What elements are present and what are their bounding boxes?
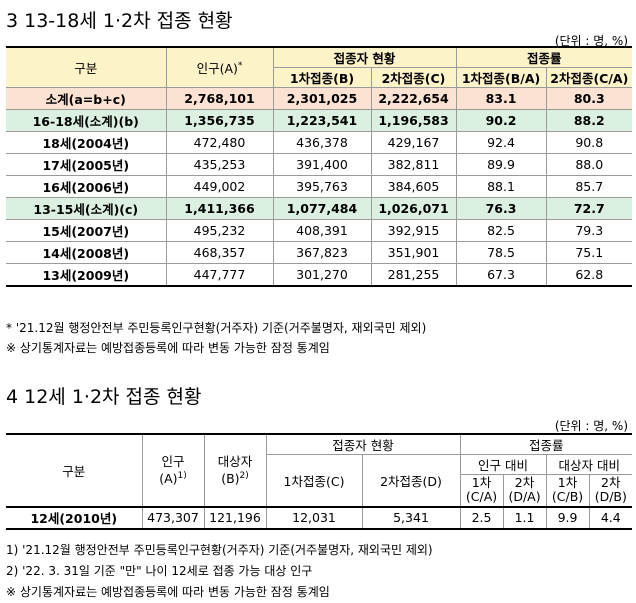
header-vs-population: 인구 대비: [459, 454, 547, 475]
header-t1: 1차 (C/B): [545, 474, 590, 507]
section3-table: 구분 인구(A)* 접종자 현황 접종률 1차접종(B) 2차접종(C) 1차접…: [6, 46, 633, 287]
header-p2: 2차 (D/A): [502, 474, 547, 507]
header-category: 구분: [6, 433, 143, 507]
section4-table: 구분 인구 (A)1) 대상자 (B)2) 접종자 현황 접종률 1차접종(C) 2…: [6, 433, 633, 530]
section3-note-1: * '21.12월 행정안전부 주민등록인구현황(거주자) 기준(거주불명자, …: [6, 321, 427, 335]
header-dose2: 2차접종(D): [361, 454, 461, 507]
table-row: 12세(2010년) 473,307 121,196 12,031 5,341 …: [6, 506, 633, 529]
table-row: 18세(2004년) 472,480 436,378 429,167 92.4 90.8: [6, 131, 633, 154]
header-t2: 2차 (D/B): [588, 474, 633, 507]
table-row: 15세(2007년) 495,232 408,391 392,915 82.5 79.3: [6, 219, 633, 242]
section3-note-2: ※ 상기통계자료는 예방접종등록에 따라 변동 가능한 잠정 통계임: [6, 341, 330, 355]
header-vs-target: 대상자 대비: [545, 454, 633, 475]
header-vaccinated: 접종자 현황: [265, 433, 461, 455]
header-target: 대상자 (B)2): [203, 433, 267, 507]
header-population: 인구(A)*: [165, 46, 274, 88]
section4-note-1: 1) '21.12월 행정안전부 주민등록인구현황(거주자) 기준(거주불명자,…: [6, 543, 433, 557]
header-rate: 접종률: [459, 433, 633, 455]
section3-unit: (단위 : 명, %): [554, 34, 628, 48]
table-row: 14세(2008년) 468,357 367,823 351,901 78.5 75.1: [6, 241, 633, 264]
table-row: 17세(2005년) 435,253 391,400 382,811 89.9 88.0: [6, 153, 633, 176]
header-category: 구분: [6, 46, 167, 88]
header-rate2: 2차접종(C/A): [545, 67, 633, 88]
table-row: 13-15세(소계)(c) 1,411,366 1,077,484 1,026,071…: [6, 197, 633, 220]
header-dose1: 1차접종(B): [273, 67, 372, 88]
header-dose1: 1차접종(C): [266, 454, 363, 507]
section4-title: 4 12세 1·2차 접종 현황: [6, 386, 202, 408]
section4-note-2: 2) '22. 3. 31일 기준 "만" 나이 12세로 접종 가능 대상 인…: [6, 564, 313, 578]
table-row: 소계(a=b+c) 2,768,101 2,301,025 2,222,654 83.1…: [6, 87, 633, 110]
table-row: 13세(2009년) 447,777 301,270 281,255 67.3 62.8: [6, 263, 633, 286]
table-row: 16-18세(소계)(b) 1,356,735 1,223,541 1,196,583…: [6, 109, 633, 132]
header-population: 인구 (A)1): [141, 433, 205, 507]
table-row: 16세(2006년) 449,002 395,763 384,605 88.1 85.7: [6, 175, 633, 198]
header-dose2: 2차접종(C): [370, 67, 457, 88]
header-vaccinated: 접종자 현황: [272, 46, 457, 68]
header-rate1: 1차접종(B/A): [455, 67, 547, 88]
header-rate: 접종률: [455, 46, 633, 68]
header-p1: 1차 (C/A): [460, 474, 504, 507]
section4-unit: (단위 : 명, %): [554, 419, 628, 433]
section3-title: 3 13-18세 1·2차 접종 현황: [6, 10, 233, 32]
section4-note-3: ※ 상기통계자료는 예방접종등록에 따라 변동 가능한 잠정 통계임: [6, 585, 330, 599]
